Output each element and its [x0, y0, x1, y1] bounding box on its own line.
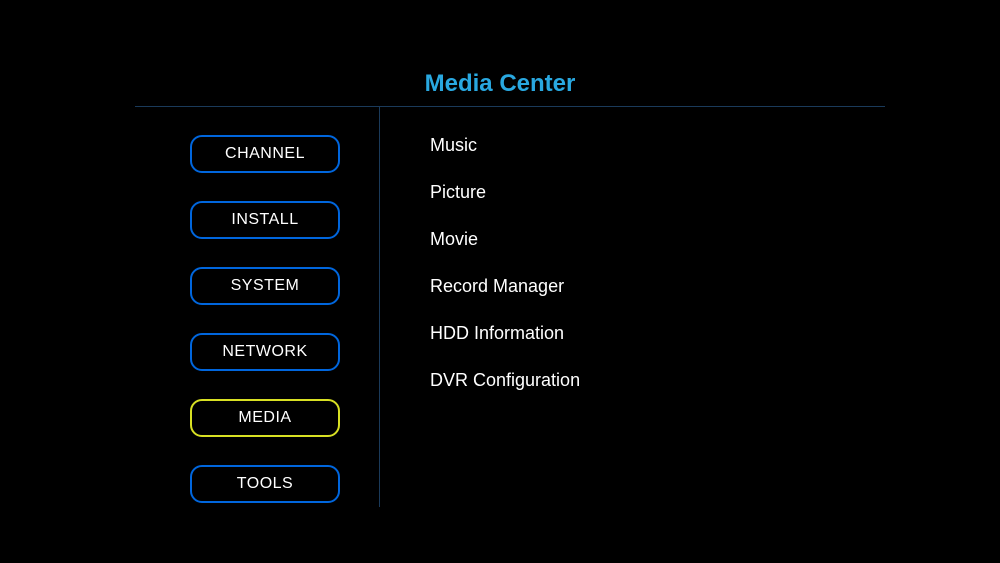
app-root: Media Center CHANNEL INSTALL SYSTEM NETW…	[0, 0, 1000, 563]
page-title: Media Center	[0, 0, 1000, 106]
sidebar-item-label: NETWORK	[222, 343, 307, 361]
content-item-label: Record Manager	[430, 276, 564, 296]
sidebar-item-channel[interactable]: CHANNEL	[190, 135, 340, 173]
sidebar-item-media[interactable]: MEDIA	[190, 399, 340, 437]
content-item-label: Picture	[430, 182, 486, 202]
sidebar-item-install[interactable]: INSTALL	[190, 201, 340, 239]
sidebar-item-label: CHANNEL	[225, 145, 305, 163]
sidebar: CHANNEL INSTALL SYSTEM NETWORK MEDIA TOO…	[135, 107, 380, 507]
content-item-picture[interactable]: Picture	[430, 182, 885, 203]
content-item-label: Music	[430, 135, 477, 155]
content-item-dvr-configuration[interactable]: DVR Configuration	[430, 370, 885, 391]
sidebar-item-label: TOOLS	[237, 475, 293, 493]
sidebar-item-label: INSTALL	[231, 211, 298, 229]
content-item-record-manager[interactable]: Record Manager	[430, 276, 885, 297]
content-item-hdd-information[interactable]: HDD Information	[430, 323, 885, 344]
content-panel: Music Picture Movie Record Manager HDD I…	[380, 107, 885, 507]
content-item-label: HDD Information	[430, 323, 564, 343]
content-item-label: DVR Configuration	[430, 370, 580, 390]
sidebar-item-label: SYSTEM	[231, 277, 300, 295]
content-item-music[interactable]: Music	[430, 135, 885, 156]
sidebar-item-tools[interactable]: TOOLS	[190, 465, 340, 503]
sidebar-item-label: MEDIA	[238, 409, 291, 427]
sidebar-item-network[interactable]: NETWORK	[190, 333, 340, 371]
sidebar-item-system[interactable]: SYSTEM	[190, 267, 340, 305]
content-item-movie[interactable]: Movie	[430, 229, 885, 250]
main-area: CHANNEL INSTALL SYSTEM NETWORK MEDIA TOO…	[135, 107, 885, 507]
content-item-label: Movie	[430, 229, 478, 249]
